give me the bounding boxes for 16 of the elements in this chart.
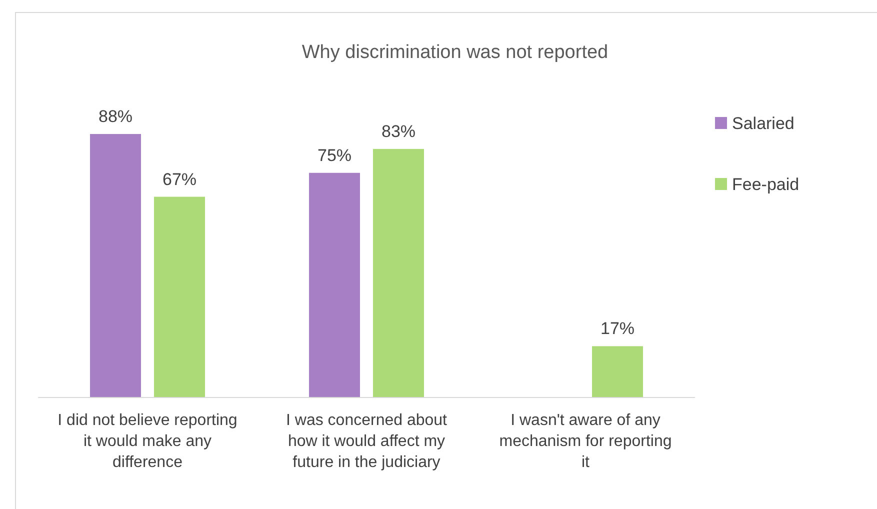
bar [373,148,424,397]
bar [592,346,643,397]
x-tick-label: I wasn't aware of any mechanism for reporting it [499,412,672,471]
bar [309,172,360,397]
bar [90,134,141,397]
legend-label: Fee-paid [732,175,800,194]
x-tick-label: I did not believe reporting it would make any difference [58,412,238,471]
data-label: 83% [381,122,416,141]
data-label: 75% [317,146,352,165]
bar [154,196,205,397]
x-tick-label: I was concerned about how it would affect my future in the judiciary [286,412,448,471]
data-label: 17% [600,319,635,338]
chart-title: Why discrimination was not reported [302,42,608,63]
legend-label: Salaried [732,114,794,133]
data-label: 67% [162,170,197,189]
data-label: 88% [98,107,133,126]
